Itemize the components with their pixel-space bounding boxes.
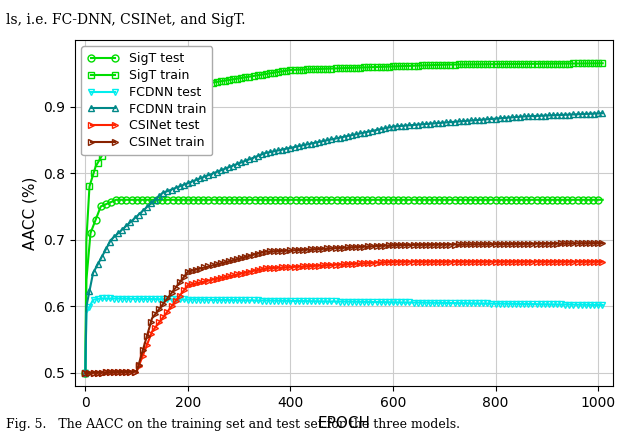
CSINet test <box>81 370 89 376</box>
SigT train <box>594 61 602 66</box>
FCDNN test <box>515 301 522 306</box>
X-axis label: EPOCH: EPOCH <box>318 416 371 431</box>
SigT train <box>362 65 370 70</box>
CSINet train <box>362 244 370 249</box>
FCDNN test <box>435 300 443 305</box>
Line: CSINet train: CSINet train <box>82 240 606 377</box>
SigT train <box>399 63 406 69</box>
SigT train <box>212 79 219 85</box>
SigT test <box>81 370 89 376</box>
CSINet test <box>515 259 522 264</box>
Text: ls, i.e. FC-DNN, CSINet, and SigT.: ls, i.e. FC-DNN, CSINet, and SigT. <box>6 13 246 28</box>
FCDNN train <box>599 111 607 116</box>
FCDNN train <box>514 114 521 119</box>
Line: FCDNN test: FCDNN test <box>82 295 606 377</box>
CSINet train <box>434 242 442 247</box>
Legend: SigT test, SigT train, FCDNN test, FCDNN train, CSINet test, CSINet train: SigT test, SigT train, FCDNN test, FCDNN… <box>81 46 212 155</box>
SigT test <box>113 197 120 202</box>
SigT test <box>399 197 407 202</box>
Line: CSINet test: CSINet test <box>82 258 606 377</box>
SigT train <box>514 61 521 67</box>
CSINet train <box>81 370 89 376</box>
CSINet train <box>399 242 406 248</box>
FCDNN train <box>81 370 89 376</box>
CSINet test <box>389 259 397 264</box>
FCDNN test <box>363 299 371 305</box>
SigT train <box>532 61 540 67</box>
CSINet test <box>532 259 540 264</box>
CSINet test <box>362 261 370 266</box>
FCDNN train <box>399 123 406 128</box>
FCDNN train <box>212 170 219 175</box>
FCDNN test <box>97 296 105 301</box>
SigT train <box>434 62 442 67</box>
CSINet test <box>212 277 219 282</box>
CSINet train <box>514 241 521 246</box>
CSINet test <box>399 259 407 264</box>
CSINet train <box>532 241 540 246</box>
SigT test <box>599 197 607 202</box>
FCDNN test <box>399 300 407 305</box>
SigT test <box>532 197 540 202</box>
FCDNN test <box>599 302 607 308</box>
SigT test <box>435 197 443 202</box>
FCDNN train <box>532 113 540 119</box>
FCDNN test <box>532 301 540 307</box>
FCDNN test <box>81 370 89 376</box>
CSINet train <box>212 262 219 267</box>
SigT test <box>212 197 219 202</box>
Text: Fig. 5.   The AACC on the training set and test set for the three models.: Fig. 5. The AACC on the training set and… <box>6 418 460 431</box>
FCDNN train <box>434 120 442 126</box>
Line: FCDNN train: FCDNN train <box>82 110 606 377</box>
CSINet test <box>599 259 607 264</box>
FCDNN train <box>362 129 370 135</box>
SigT test <box>515 197 522 202</box>
SigT test <box>363 197 371 202</box>
Y-axis label: AACC (%): AACC (%) <box>23 176 38 250</box>
CSINet test <box>435 259 443 264</box>
Line: SigT train: SigT train <box>82 60 606 377</box>
SigT train <box>81 370 89 376</box>
FCDNN test <box>212 297 219 302</box>
SigT train <box>599 61 607 66</box>
CSINet train <box>599 241 607 246</box>
Line: SigT test: SigT test <box>82 196 606 377</box>
